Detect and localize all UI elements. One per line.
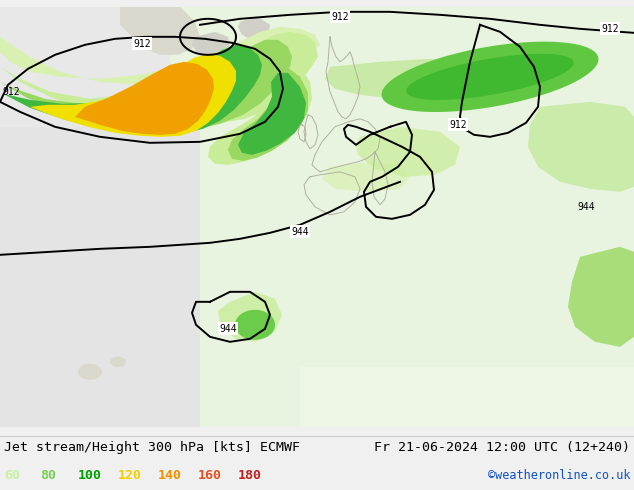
Polygon shape: [238, 73, 306, 155]
Polygon shape: [0, 87, 200, 427]
Polygon shape: [0, 27, 320, 85]
Polygon shape: [5, 45, 262, 135]
Text: Jet stream/Height 300 hPa [kts] ECMWF: Jet stream/Height 300 hPa [kts] ECMWF: [4, 441, 300, 454]
Polygon shape: [325, 59, 510, 107]
Polygon shape: [78, 364, 102, 380]
Text: 912: 912: [449, 120, 467, 130]
Text: 120: 120: [118, 469, 142, 483]
Polygon shape: [75, 62, 214, 135]
Polygon shape: [300, 367, 634, 427]
Text: 140: 140: [158, 469, 182, 483]
Polygon shape: [406, 54, 574, 100]
Polygon shape: [30, 54, 236, 137]
Text: 944: 944: [219, 324, 237, 334]
Polygon shape: [235, 310, 275, 340]
Polygon shape: [208, 57, 312, 165]
Text: 912: 912: [2, 87, 20, 97]
Polygon shape: [528, 102, 634, 192]
Text: 912: 912: [331, 12, 349, 22]
Text: 160: 160: [198, 469, 222, 483]
Polygon shape: [170, 7, 634, 427]
Text: ©weatheronline.co.uk: ©weatheronline.co.uk: [488, 469, 630, 483]
Text: 912: 912: [601, 24, 619, 34]
Polygon shape: [110, 357, 126, 367]
Text: 180: 180: [238, 469, 262, 483]
Text: 944: 944: [577, 202, 595, 212]
Polygon shape: [0, 7, 170, 127]
Polygon shape: [322, 162, 410, 192]
Text: 80: 80: [40, 469, 56, 483]
Polygon shape: [356, 127, 460, 177]
Polygon shape: [120, 7, 200, 55]
Polygon shape: [0, 40, 292, 132]
Polygon shape: [218, 292, 282, 342]
Text: 60: 60: [4, 469, 20, 483]
Text: Fr 21-06-2024 12:00 UTC (12+240): Fr 21-06-2024 12:00 UTC (12+240): [374, 441, 630, 454]
Polygon shape: [228, 65, 308, 161]
Polygon shape: [0, 32, 318, 127]
Polygon shape: [568, 247, 634, 347]
Polygon shape: [192, 32, 230, 59]
Text: 912: 912: [133, 39, 151, 49]
Polygon shape: [382, 42, 598, 112]
Text: 944: 944: [291, 227, 309, 237]
Text: 100: 100: [78, 469, 102, 483]
Polygon shape: [0, 7, 634, 427]
Polygon shape: [238, 17, 270, 42]
